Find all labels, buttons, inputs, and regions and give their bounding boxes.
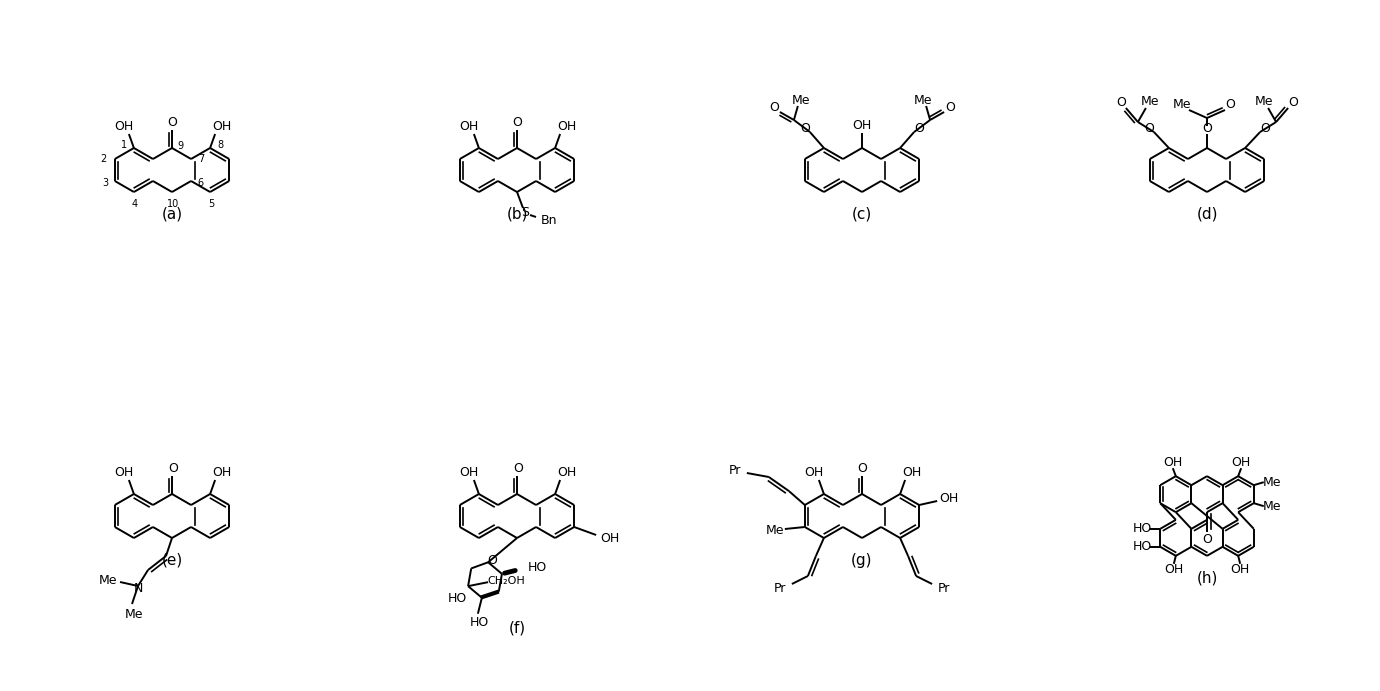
Text: OH: OH bbox=[903, 466, 922, 478]
Text: Me: Me bbox=[1254, 95, 1274, 108]
Text: Me: Me bbox=[1263, 475, 1281, 489]
Text: O: O bbox=[857, 462, 867, 475]
Text: OH: OH bbox=[558, 466, 577, 478]
Text: 1: 1 bbox=[121, 140, 127, 150]
Text: Bn: Bn bbox=[541, 214, 558, 227]
Text: HO: HO bbox=[529, 561, 546, 574]
Text: O: O bbox=[1144, 122, 1154, 135]
Text: Me: Me bbox=[99, 574, 117, 587]
Text: (c): (c) bbox=[851, 207, 872, 222]
Text: 6: 6 bbox=[197, 178, 203, 188]
Text: OH: OH bbox=[1165, 563, 1184, 576]
Text: 8: 8 bbox=[217, 140, 224, 150]
Text: (a): (a) bbox=[161, 207, 182, 222]
Text: Pr: Pr bbox=[729, 464, 741, 477]
Text: OH: OH bbox=[1163, 455, 1183, 468]
Text: OH: OH bbox=[115, 120, 134, 133]
Text: O: O bbox=[513, 462, 523, 475]
Text: (f): (f) bbox=[508, 621, 526, 636]
Text: OH: OH bbox=[213, 466, 232, 478]
Text: O: O bbox=[1288, 95, 1299, 108]
Text: O: O bbox=[1225, 97, 1235, 111]
Text: HO: HO bbox=[471, 616, 490, 630]
Text: OH: OH bbox=[558, 120, 577, 133]
Text: Me: Me bbox=[124, 607, 144, 621]
Text: OH: OH bbox=[460, 120, 479, 133]
Text: O: O bbox=[1202, 122, 1212, 135]
Text: O: O bbox=[945, 100, 955, 113]
Text: O: O bbox=[1202, 533, 1212, 546]
Text: Me: Me bbox=[1173, 97, 1191, 111]
Text: OH: OH bbox=[940, 493, 959, 506]
Text: Pr: Pr bbox=[938, 582, 951, 594]
Text: Me: Me bbox=[766, 524, 784, 538]
Text: S: S bbox=[522, 205, 529, 218]
Text: OH: OH bbox=[853, 118, 872, 131]
Text: 9: 9 bbox=[177, 141, 184, 151]
Text: O: O bbox=[769, 100, 778, 113]
Text: O: O bbox=[512, 115, 522, 129]
Text: (b): (b) bbox=[506, 207, 527, 222]
Text: O: O bbox=[168, 462, 178, 475]
Text: Me: Me bbox=[1141, 95, 1159, 108]
Text: O: O bbox=[1260, 122, 1270, 135]
Text: OH: OH bbox=[213, 120, 232, 133]
Text: Me: Me bbox=[914, 93, 933, 106]
Text: Me: Me bbox=[792, 93, 810, 106]
Text: O: O bbox=[167, 115, 177, 129]
Text: O: O bbox=[800, 122, 810, 135]
Text: OH: OH bbox=[805, 466, 824, 478]
Text: (d): (d) bbox=[1196, 207, 1217, 222]
Text: OH: OH bbox=[115, 466, 134, 478]
Text: OH: OH bbox=[1231, 455, 1250, 468]
Text: O: O bbox=[914, 122, 925, 135]
Text: OH: OH bbox=[1231, 563, 1250, 576]
Text: 7: 7 bbox=[197, 154, 204, 164]
Text: N: N bbox=[134, 582, 142, 594]
Text: 2: 2 bbox=[101, 154, 108, 164]
Text: 4: 4 bbox=[132, 199, 138, 209]
Text: 10: 10 bbox=[167, 199, 179, 209]
Text: O: O bbox=[487, 553, 497, 567]
Text: OH: OH bbox=[460, 466, 479, 478]
Text: HO: HO bbox=[1133, 540, 1152, 553]
Text: HO: HO bbox=[1133, 522, 1152, 536]
Text: HO: HO bbox=[447, 592, 466, 605]
Text: OH: OH bbox=[600, 533, 620, 545]
Text: Pr: Pr bbox=[774, 582, 787, 594]
Text: (h): (h) bbox=[1196, 570, 1217, 585]
Text: Me: Me bbox=[1263, 500, 1281, 513]
Text: O: O bbox=[1116, 95, 1126, 108]
Text: (e): (e) bbox=[161, 553, 182, 567]
Text: (g): (g) bbox=[851, 553, 872, 567]
Text: CH₂OH: CH₂OH bbox=[487, 576, 524, 586]
Text: 5: 5 bbox=[208, 199, 214, 209]
Text: 3: 3 bbox=[102, 178, 109, 188]
